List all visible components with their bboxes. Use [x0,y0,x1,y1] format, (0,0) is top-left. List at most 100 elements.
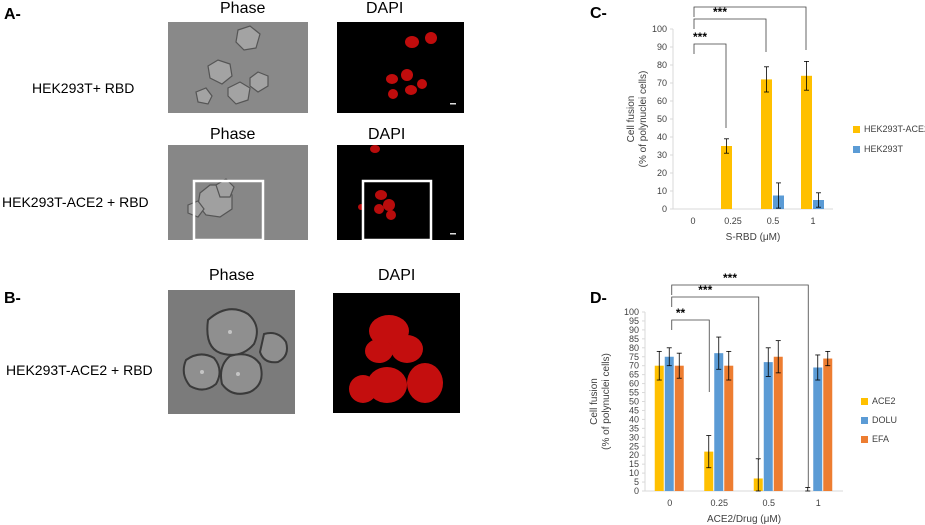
chart-d-legend-label-ace2: ACE2 [872,396,896,406]
chart-d-y-tick-label: 70 [629,361,639,371]
chart-d-significance-label: *** [723,271,737,285]
phase-micrograph-hek293t-ace2 [168,145,308,240]
chart-d-y-tick-label: 10 [629,468,639,478]
chart-c-bar-hek293t-ace2-0.25 [721,146,732,209]
chart-d-x-axis-label: ACE2/Drug (μM) [707,514,781,525]
chart-d-y-tick-label: 100 [624,307,639,317]
panel-b-letter: B- [4,290,21,307]
panel-a-row-label-2: HEK293T-ACE2 + RBD [2,194,149,210]
panel-a-dapi-header-1: DAPI [366,0,404,17]
chart-c-y-tick-label: 100 [652,24,667,34]
panel-a-letter: A- [4,6,21,23]
chart-d-significance-bracket [671,296,760,460]
chart-d-legend-swatch-efa [861,436,868,443]
panel-a-phase-header-1: Phase [220,0,266,17]
chart-d-bar-efa-0.25 [724,365,734,491]
chart-d-x-tick-label: 0 [667,498,672,508]
chart-c-significance-bracket [693,43,727,128]
chart-d-significance-bracket [671,284,809,487]
chart-d-legend-swatch-dolu [861,417,868,424]
chart-c-y-tick-label: 30 [657,150,667,160]
chart-c-y-axis-label: (% of polynuclei cells) [638,71,649,168]
chart-d-y-tick-label: 75 [629,352,639,362]
chart-d-bar-dolu-0 [664,356,674,491]
chart-d-y-tick-label: 25 [629,441,639,451]
chart-c-x-tick-label: 0.25 [724,216,742,226]
chart-c-significance-label: *** [713,5,727,19]
chart-d-bar-dolu-0.25 [714,353,724,491]
chart-c-x-tick-label: 0.5 [767,216,780,226]
chart-d-bar-efa-0 [674,365,684,491]
chart-c-y-tick-label: 80 [657,60,667,70]
chart-d-y-tick-label: 40 [629,414,639,424]
chart-d-y-tick-label: 50 [629,397,639,407]
chart-d-y-tick-label: 65 [629,370,639,380]
chart-d-legend-swatch-ace2 [861,398,868,405]
dapi-micrograph-zoom [333,293,460,413]
chart-c-legend-swatch-hek293t [853,146,860,153]
chart-c-y-axis-label: Cell fusion [626,96,637,143]
chart-c-y-tick-label: 10 [657,186,667,196]
panel-d-letter: D- [590,290,607,307]
panel-b-row-label: HEK293T-ACE2 + RBD [6,362,153,378]
chart-c-y-tick-label: 60 [657,96,667,106]
phase-micrograph-zoom [168,290,295,414]
chart-c-legend-swatch-hek293t-ace2 [853,126,860,133]
chart-d-legend-label-efa: EFA [872,434,889,444]
chart-d-y-tick-label: 55 [629,388,639,398]
chart-c-y-tick-label: 70 [657,78,667,88]
chart-c-bar-hek293t-ace2-0.5 [761,79,772,210]
chart-c-x-tick-label: 0 [690,216,695,226]
panel-a-phase-header-2: Phase [210,126,256,143]
chart-d-y-tick-label: 20 [629,450,639,460]
panel-a-row-label-1: HEK293T+ RBD [32,80,135,96]
chart-d-y-tick-label: 45 [629,405,639,415]
dapi-micrograph-hek293t-ace2 [337,145,464,240]
panel-c-letter: C- [590,5,607,22]
chart-d-y-tick-label: 60 [629,379,639,389]
panel-b-phase-header: Phase [209,267,255,284]
chart-c-significance-label: *** [693,30,707,44]
panel-b-dapi-header: DAPI [378,267,416,284]
chart-c-significance-bracket [693,18,767,52]
chart-d-y-axis-label: Cell fusion [589,378,600,425]
chart-c-significance-bracket [693,6,807,50]
chart-d-significance-label: ** [676,306,686,320]
chart-d-legend-label-dolu: DOLU [872,415,897,425]
chart-d-x-tick-label: 0.5 [762,498,775,508]
chart-d-bar-efa-0.5 [773,356,783,491]
chart-d-bar-dolu-0.5 [763,362,773,491]
dapi-micrograph-hek293t [337,22,464,113]
chart-d-y-tick-label: 95 [629,316,639,326]
chart-d-y-tick-label: 0 [634,486,639,496]
chart-d-bar-ace2-0 [654,365,664,491]
chart-d-y-axis-label: (% of polynuclei cells) [601,353,612,450]
chart-d-x-tick-label: 0.25 [710,498,728,508]
chart-c-y-tick-label: 90 [657,42,667,52]
chart-d-bar-ace2-0.25 [704,451,714,491]
chart-d-y-tick-label: 85 [629,334,639,344]
chart-d-bar-dolu-1 [813,367,823,491]
chart-d-significance-label: *** [698,283,712,297]
chart-d-y-tick-label: 30 [629,432,639,442]
chart-c-x-axis-label: S-RBD (μM) [726,232,781,243]
chart-d-y-tick-label: 35 [629,423,639,433]
chart-d-significance-bracket [671,319,710,392]
chart-d-y-tick-label: 5 [634,477,639,487]
chart-d-y-tick-label: 15 [629,459,639,469]
chart-c-y-tick-label: 20 [657,168,667,178]
chart-c-bar-hek293t-ace2-1 [801,75,812,209]
phase-micrograph-hek293t [168,22,308,113]
chart-d-x-tick-label: 1 [816,498,821,508]
chart-d-y-tick-label: 80 [629,343,639,353]
chart-d-y-tick-label: 90 [629,325,639,335]
chart-c-legend-label-hek293t: HEK293T [864,144,904,154]
chart-c-legend-label-hek293t-ace2: HEK293T-ACE2 [864,124,925,134]
chart-c-y-tick-label: 40 [657,132,667,142]
chart-c-y-tick-label: 0 [662,204,667,214]
chart-d-bar-efa-1 [823,358,833,491]
chart-c-y-tick-label: 50 [657,114,667,124]
chart-c-x-tick-label: 1 [810,216,815,226]
